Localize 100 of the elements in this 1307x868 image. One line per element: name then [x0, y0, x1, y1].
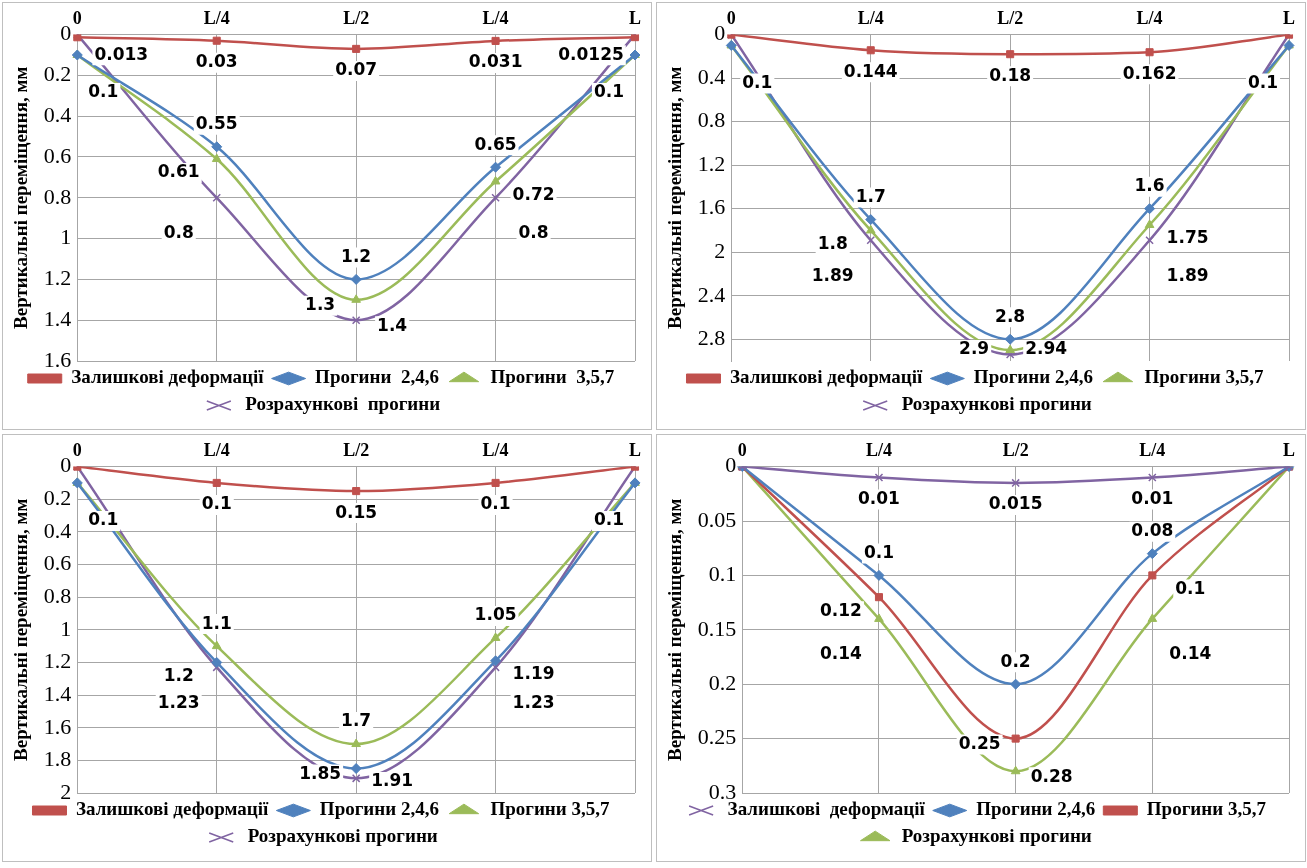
legend-label: Залишкові деформації	[76, 798, 270, 820]
data-label: 0.1	[863, 541, 895, 562]
data-label: 1.6	[1134, 175, 1165, 196]
data-label: 0.03	[195, 51, 238, 72]
data-label: 1.89	[811, 264, 854, 285]
data-label: 1.19	[512, 663, 555, 684]
data-label: 1.8	[817, 232, 848, 253]
y-tick-label: 0.4	[43, 101, 72, 127]
x-tick-label: L/2	[997, 8, 1024, 29]
data-label: 2.9	[959, 338, 990, 359]
legend-label: Прогини 2,4,6	[973, 366, 1093, 388]
data-label: 0.8	[163, 222, 194, 243]
data-label: 1.75	[1166, 227, 1209, 248]
data-label: 0.8	[518, 222, 549, 243]
y-tick-label: 1	[60, 615, 72, 641]
data-label: 0.1	[88, 81, 119, 102]
y-tick-label: 2	[714, 237, 726, 263]
data-label: 0.1	[1247, 71, 1279, 92]
legend-label: Залишкові деформації	[71, 366, 265, 388]
y-tick-label: 1.4	[43, 305, 72, 331]
y-tick-label: 0.2	[43, 61, 72, 87]
y-tick-label: 1.2	[43, 648, 72, 674]
legend-label: Прогини 2,4,6	[319, 798, 439, 820]
y-tick-label: 0.05	[697, 506, 737, 532]
legend-label: Прогини 3,5,7	[490, 366, 615, 388]
data-label: 1.89	[1166, 264, 1209, 285]
data-label: 0.65	[474, 133, 517, 154]
y-axis-title: Вертикальні переміщення, мм	[664, 66, 686, 329]
legend-label: Розрахункові прогини	[247, 825, 438, 847]
data-label: 0.25	[958, 733, 1001, 754]
data-label: 0.12	[820, 599, 862, 620]
y-tick-label: 1.6	[43, 713, 72, 739]
x-tick-label: L/4	[857, 8, 884, 29]
data-label: 0.162	[1122, 62, 1177, 83]
data-label: 0.61	[157, 161, 200, 182]
data-label: 0.1	[201, 493, 232, 514]
y-tick-label: 2	[60, 778, 72, 804]
x-tick-label: L/4	[1139, 440, 1166, 461]
y-tick-label: 1.2	[697, 150, 726, 176]
x-tick-label: L/4	[203, 8, 230, 29]
data-label: 0.1	[1175, 577, 1206, 598]
legend-label: Розрахункові прогини	[901, 825, 1092, 847]
y-tick-label: 2.4	[697, 281, 726, 307]
legend-label: Розрахункові прогини	[245, 393, 441, 415]
x-tick-label: L	[1282, 440, 1296, 461]
x-tick-label: L/4	[203, 440, 230, 461]
data-label: 1.23	[512, 691, 555, 712]
data-label: 1.1	[201, 612, 232, 633]
x-tick-label: L/4	[865, 440, 892, 461]
data-label: 1.4	[377, 314, 408, 335]
data-label: 0.0125	[558, 43, 624, 64]
y-tick-label: 0.8	[43, 183, 72, 209]
y-tick-label: 0.15	[697, 615, 737, 641]
x-tick-label: L/2	[343, 440, 370, 461]
data-label: 0.72	[512, 183, 555, 204]
y-tick-label: 0.6	[43, 550, 72, 576]
y-tick-label: 1.2	[43, 265, 72, 291]
legend-label: Прогини 3,5,7	[1146, 798, 1267, 820]
data-label: 0.1	[742, 71, 773, 92]
data-label: 0.14	[820, 643, 863, 664]
data-label: 0.14	[1169, 643, 1212, 664]
data-label: 0.28	[1030, 765, 1073, 786]
legend-label: Залишкові деформації	[730, 366, 924, 388]
x-tick-label: L/2	[1002, 440, 1029, 461]
y-tick-label: 1.6	[43, 346, 72, 372]
y-tick-label: 1.4	[43, 680, 72, 706]
y-axis-title: Вертикальні переміщення, мм	[10, 498, 32, 761]
y-tick-label: 0.4	[697, 63, 726, 89]
data-label: 1.7	[341, 710, 372, 731]
y-tick-label: 1.8	[43, 746, 72, 772]
data-label: 2.94	[1025, 338, 1068, 359]
x-tick-label: L	[628, 440, 642, 461]
data-label: 0.1	[593, 81, 625, 102]
y-tick-label: 0.6	[43, 142, 72, 168]
y-axis-title: Вертикальні переміщення, мм	[10, 66, 32, 329]
data-label: 0.01	[1131, 487, 1174, 508]
y-tick-label: 0.4	[43, 517, 72, 543]
y-axis-title: Вертикальні переміщення, мм	[664, 498, 686, 761]
data-label: 0.144	[843, 60, 898, 81]
data-label: 1.85	[299, 762, 342, 783]
data-label: 2.8	[995, 305, 1026, 326]
x-tick-label: L/2	[343, 8, 370, 29]
x-tick-label: L	[628, 8, 642, 29]
data-label: 0.015	[988, 493, 1043, 514]
y-tick-label: 1.6	[697, 194, 726, 220]
data-label: 0.2	[1000, 650, 1031, 671]
data-label: 0.1	[88, 509, 119, 530]
data-label: 0.55	[195, 113, 238, 134]
data-label: 1.7	[855, 185, 886, 206]
data-label: 1.05	[474, 604, 517, 625]
data-label: 1.2	[341, 245, 372, 266]
data-label: 0.1	[480, 493, 511, 514]
x-tick-label: L/4	[482, 8, 509, 29]
x-tick-label: L	[1282, 8, 1296, 29]
x-tick-label: L/4	[482, 440, 509, 461]
y-tick-label: 0.2	[708, 669, 737, 695]
data-label: 0.031	[468, 51, 523, 72]
legend-label: Прогини 3,5,7	[490, 798, 610, 820]
x-tick-label: L/4	[1136, 8, 1163, 29]
legend-label: Прогини 2,4,6	[315, 366, 439, 388]
